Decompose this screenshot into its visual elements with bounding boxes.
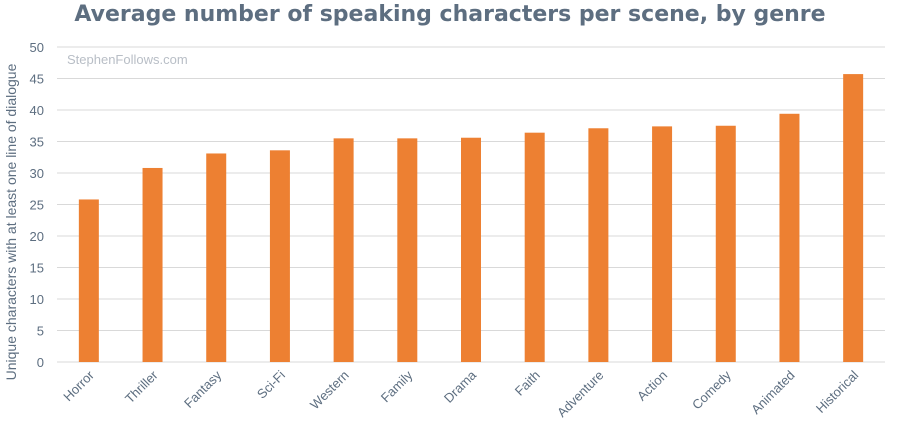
bar-action — [652, 126, 673, 362]
x-tick-label: Faith — [512, 368, 543, 399]
x-tick-label: Fantasy — [181, 367, 225, 411]
x-tick-label: Comedy — [689, 367, 734, 412]
bar-horror — [78, 199, 99, 362]
bar-family — [397, 138, 418, 362]
y-axis-ticks: 0 5 10 15 20 25 30 35 40 45 50 — [30, 40, 44, 370]
bar-drama — [461, 137, 481, 362]
y-tick-label: 25 — [30, 198, 44, 213]
x-tick-label: Action — [634, 368, 670, 404]
x-tick-label: Sci-Fi — [254, 367, 288, 401]
bar-animated — [779, 113, 800, 362]
y-tick-label: 30 — [30, 166, 44, 181]
watermark: StephenFollows.com — [67, 52, 188, 67]
x-tick-label: Adventure — [554, 368, 607, 421]
y-tick-label: 40 — [30, 103, 44, 118]
y-axis-label: Unique characters with at least one line… — [3, 63, 19, 380]
y-tick-label: 5 — [37, 324, 44, 339]
y-tick-label: 10 — [30, 292, 44, 307]
bar-sci-fi — [269, 150, 290, 362]
x-tick-label: Family — [378, 367, 416, 405]
bar-western — [333, 138, 354, 362]
x-axis-ticks: Horror Thriller Fantasy Sci-Fi Western Family… — [60, 367, 861, 420]
y-tick-label: 35 — [30, 135, 44, 150]
bar-thriller — [142, 167, 163, 362]
x-tick-label: Drama — [441, 367, 480, 406]
bar-fantasy — [206, 153, 227, 362]
bar-comedy — [715, 125, 736, 362]
bar-faith — [524, 132, 545, 362]
y-tick-label: 50 — [30, 40, 44, 55]
chart-title: Average number of speaking characters pe… — [74, 2, 826, 27]
y-tick-label: 15 — [30, 261, 44, 276]
bar-historical — [843, 74, 864, 362]
y-tick-label: 20 — [30, 229, 44, 244]
x-tick-label: Horror — [60, 367, 97, 404]
x-tick-label: Thriller — [122, 367, 161, 406]
bar-adventure — [588, 128, 609, 362]
bars — [78, 74, 864, 362]
x-tick-label: Western — [307, 368, 352, 413]
x-tick-label: Animated — [748, 368, 797, 417]
x-tick-label: Historical — [813, 367, 861, 415]
y-tick-label: 0 — [37, 355, 44, 370]
y-tick-label: 45 — [30, 72, 44, 87]
